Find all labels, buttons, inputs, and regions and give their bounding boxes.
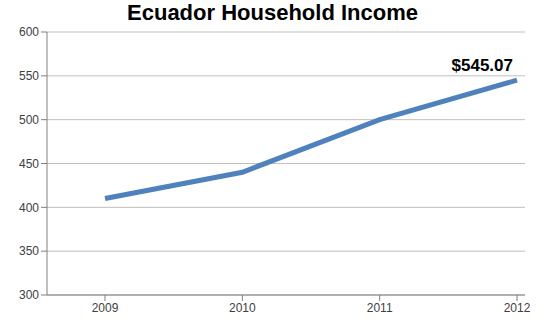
svg-text:600: 600 [19, 25, 39, 39]
html-text:Ecuador Household Income: Ecuador Household Income [127, 0, 418, 25]
svg-text:2009: 2009 [92, 301, 119, 315]
svg-text:450: 450 [19, 157, 39, 171]
svg-text:550: 550 [19, 69, 39, 83]
svg-text:500: 500 [19, 113, 39, 127]
svg-text:300: 300 [19, 288, 39, 302]
svg-text:$545.07: $545.07 [452, 56, 513, 75]
svg-text:2012: 2012 [504, 301, 531, 315]
svg-text:2011: 2011 [367, 301, 393, 315]
svg-text:350: 350 [19, 244, 39, 258]
svg-text:2010: 2010 [229, 301, 256, 315]
svg-text:400: 400 [19, 201, 39, 215]
